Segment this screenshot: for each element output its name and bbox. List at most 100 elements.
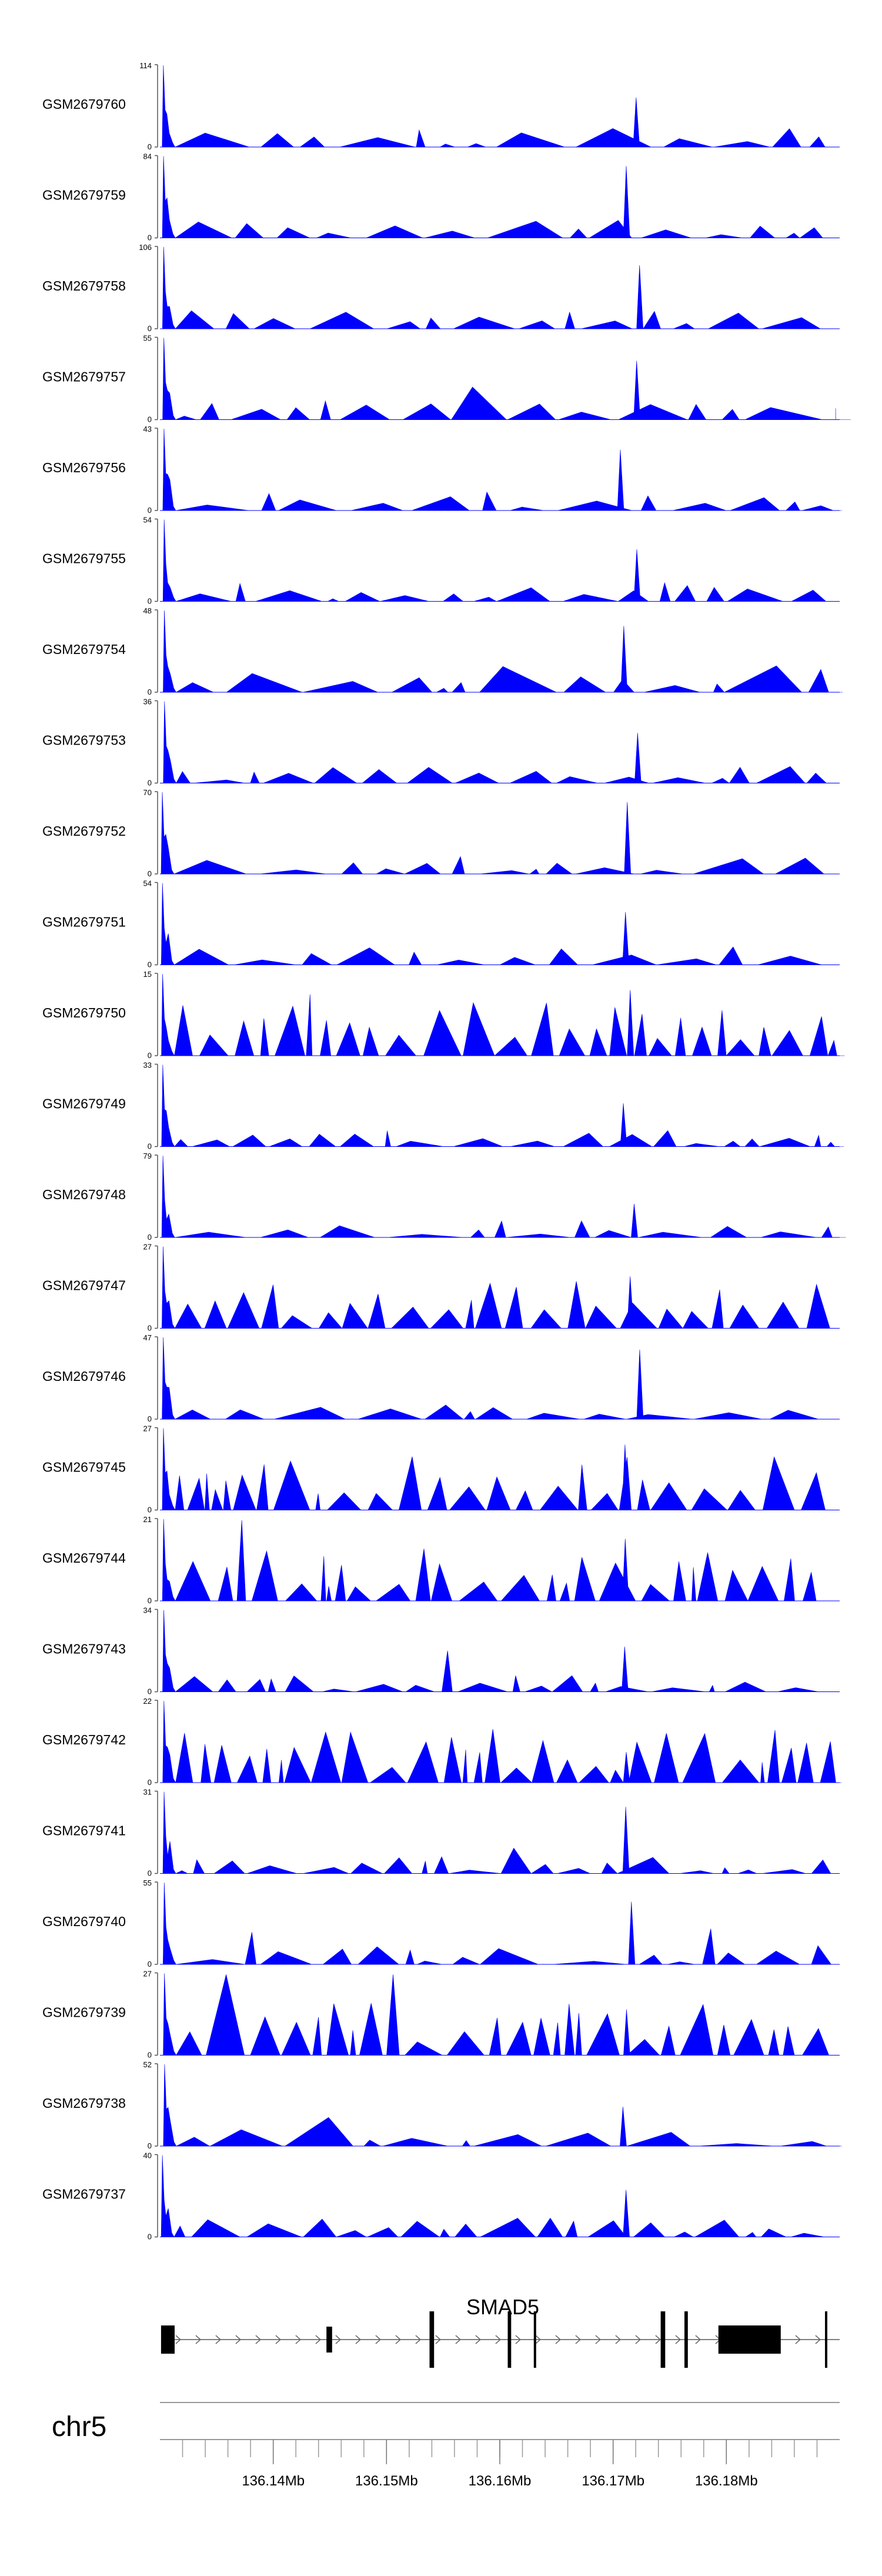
gene-model: SMAD5 <box>161 2295 840 2368</box>
track-label: GSM2679760 <box>42 96 126 112</box>
track-ymax-label: 79 <box>143 1152 152 1160</box>
track-ymax-label: 84 <box>143 152 152 161</box>
coverage-track: GSM2679740 55 0 <box>42 1878 840 1968</box>
track-ymax-label: 47 <box>143 1333 152 1342</box>
track-ymax-label: 54 <box>143 879 152 888</box>
track-label: GSM2679742 <box>42 1732 126 1747</box>
track-label: GSM2679757 <box>42 369 126 385</box>
track-label: GSM2679743 <box>42 1641 126 1657</box>
track-label: GSM2679738 <box>42 2095 126 2111</box>
track-label: GSM2679752 <box>42 823 126 839</box>
coverage-track: GSM2679752 70 0 <box>42 788 840 878</box>
coverage-area <box>160 1519 824 1601</box>
strand-arrow-icon <box>215 2335 222 2344</box>
strand-arrow-icon <box>475 2335 482 2344</box>
coverage-area <box>160 701 829 784</box>
track-ymax-label: 48 <box>143 606 152 615</box>
track-label: GSM2679740 <box>42 1914 126 1929</box>
strand-arrow-icon <box>175 2335 182 2344</box>
exon <box>825 2311 827 2368</box>
track-ymin-label: 0 <box>148 960 152 969</box>
track-ymin-label: 0 <box>148 2051 152 2060</box>
coverage-track: GSM2679753 36 0 <box>42 698 840 788</box>
gene-label: SMAD5 <box>466 2295 539 2319</box>
track-ymin-label: 0 <box>148 1233 152 1242</box>
strand-arrow-icon <box>455 2335 462 2344</box>
track-ymin-label: 0 <box>148 142 152 151</box>
coverage-track: GSM2679760 114 0 <box>42 61 840 151</box>
track-ymax-label: 40 <box>143 2151 152 2160</box>
strand-arrow-icon <box>575 2335 582 2344</box>
axis-tick-label: 136.16Mb <box>469 2473 532 2489</box>
strand-arrow-icon <box>255 2335 262 2344</box>
track-ymin-label: 0 <box>148 506 152 515</box>
coverage-track: GSM2679739 27 0 <box>42 1970 840 2060</box>
axis-tick-label: 136.14Mb <box>242 2473 305 2489</box>
strand-arrow-icon <box>615 2335 622 2344</box>
coverage-area <box>160 156 830 238</box>
coverage-area <box>160 610 843 693</box>
track-label: GSM2679749 <box>42 1096 126 1112</box>
coverage-track: GSM2679749 33 0 <box>42 1061 844 1151</box>
chromosome-label: chr5 <box>52 2411 106 2442</box>
track-label: GSM2679754 <box>42 642 126 657</box>
exon <box>507 2311 512 2368</box>
track-ymin-label: 0 <box>148 1960 152 1968</box>
strand-arrow-icon <box>435 2335 442 2344</box>
track-label: GSM2679753 <box>42 733 126 748</box>
coverage-area <box>160 1428 832 1511</box>
coverage-track: GSM2679737 40 0 <box>42 2151 840 2241</box>
coverage-track: GSM2679758 106 0 <box>42 243 840 333</box>
exon <box>684 2311 688 2368</box>
coverage-area <box>160 2064 842 2147</box>
exon <box>429 2311 435 2368</box>
genome-axis: chr5 136.14Mb 136.15Mb 136.16Mb 136.17Mb 136… <box>52 2402 840 2489</box>
track-ymax-label: 27 <box>143 1243 152 1252</box>
track-label: GSM2679739 <box>42 2005 126 2020</box>
coverage-area <box>160 1700 842 1783</box>
coverage-area <box>160 883 836 965</box>
track-label: GSM2679741 <box>42 1823 126 1838</box>
track-label: GSM2679746 <box>42 1369 126 1384</box>
track-ymin-label: 0 <box>148 233 152 242</box>
coverage-track: GSM2679757 55 0 <box>42 334 851 424</box>
track-ymin-label: 0 <box>148 324 152 333</box>
coverage-area <box>160 65 840 148</box>
track-label: GSM2679750 <box>42 1005 126 1020</box>
coverage-area <box>160 1155 846 1238</box>
coverage-area <box>160 519 839 602</box>
strand-arrow-icon <box>195 2335 202 2344</box>
track-label: GSM2679756 <box>42 460 126 475</box>
track-ymin-label: 0 <box>148 2233 152 2241</box>
coverage-track: GSM2679754 48 0 <box>42 606 843 696</box>
coverage-track: GSM2679743 34 0 <box>42 1606 840 1696</box>
exon <box>161 2325 175 2354</box>
strand-arrow-icon <box>595 2335 602 2344</box>
track-ymin-label: 0 <box>148 1596 152 1605</box>
track-label: GSM2679737 <box>42 2187 126 2202</box>
strand-arrow-icon <box>635 2335 642 2344</box>
track-ymin-label: 0 <box>148 779 152 788</box>
track-label: GSM2679758 <box>42 278 126 293</box>
coverage-track: GSM2679751 54 0 <box>42 879 840 969</box>
strand-arrow-icon <box>295 2335 302 2344</box>
track-ymin-label: 0 <box>148 1051 152 1060</box>
track-ymin-label: 0 <box>148 2141 152 2150</box>
exon <box>326 2327 332 2353</box>
coverage-area <box>160 428 842 511</box>
track-ymin-label: 0 <box>148 1414 152 1423</box>
track-label: GSM2679748 <box>42 1187 126 1202</box>
coverage-area <box>160 1065 844 1147</box>
axis-tick-label: 136.17Mb <box>582 2473 644 2489</box>
coverage-area <box>160 1610 828 1692</box>
track-ymax-label: 27 <box>143 1424 152 1433</box>
track-ymax-label: 36 <box>143 698 152 706</box>
coverage-area <box>160 1791 838 1874</box>
strand-arrow-icon <box>815 2335 821 2344</box>
track-ymin-label: 0 <box>148 1687 152 1696</box>
strand-arrow-icon <box>555 2335 562 2344</box>
track-label: GSM2679745 <box>42 1460 126 1475</box>
strand-arrow-icon <box>235 2335 242 2344</box>
coverage-track: GSM2679744 21 0 <box>42 1515 840 1605</box>
